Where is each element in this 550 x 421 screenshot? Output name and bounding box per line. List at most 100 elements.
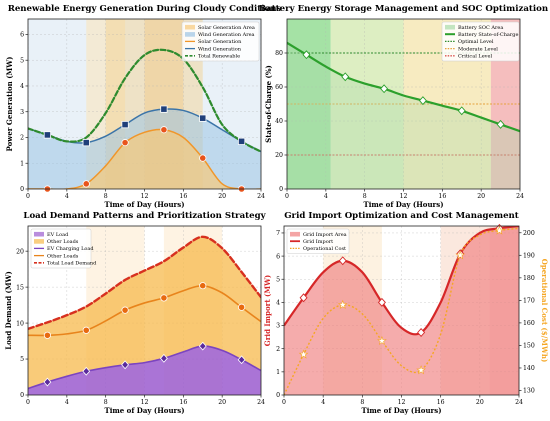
legend-item: EV Load [34,232,69,238]
x-tick-label: 16 [437,399,445,406]
y-tick-label: 2 [276,346,280,353]
x-tick-label: 24 [257,193,265,200]
x-tick-label: 0 [282,399,286,406]
x-axis-label: Time of Day (Hours) [361,406,441,415]
legend-label: Critical Level [458,54,492,60]
other-marker [237,303,246,311]
wind-marker [121,121,129,129]
cost-marker [416,365,426,375]
ev-markers [43,341,246,387]
background-band [330,19,404,189]
cost-marker [298,349,309,359]
solar-area [28,129,261,189]
x-tick-label: 0 [26,193,30,200]
y-tick-label: 15 [16,284,24,291]
y-right-tick-label: 180 [523,275,535,282]
legend-label: Other Loads [47,253,79,259]
x-tick-label: 4 [65,399,69,406]
y-tick-label: 5 [20,356,24,363]
grid-import-markers [299,223,504,337]
y-tick-label: 5 [276,276,280,283]
grid-import-marker [338,256,347,266]
legend-item: Critical Level [445,54,492,60]
x-tick-label: 8 [363,193,367,200]
x-tick-label: 20 [218,193,226,200]
grid-import-line [284,226,519,336]
x-axis-label: Time of Day (Hours) [104,406,184,415]
legend-label: Total Renewable [198,54,240,60]
x-tick-label: 20 [477,193,485,200]
legend-item: Battery SOC Area [445,25,503,31]
legend-item: Solar Generation [185,39,242,45]
solar-line [28,128,261,189]
y-axis-label: Grid Import (MW) [263,275,272,347]
y-tick-label: 5 [20,57,24,64]
legend-item: Wind Generation Area [185,32,255,38]
y-tick-label: 4 [276,300,280,307]
soc-marker [302,50,311,60]
ev-marker [121,360,130,370]
legend-label: Battery State-of-Charge [458,32,519,38]
ev-marker [82,366,91,376]
legend-item: Other Loads [34,239,79,245]
legend-item: Grid Import Area [290,232,347,238]
y-tick-label: 1 [276,369,280,376]
y-tick-label: 80 [275,50,283,57]
x-tick-label: 12 [398,399,406,406]
x-tick-label: 0 [285,193,289,200]
legend-label: Grid Import [303,239,333,245]
grid-import-marker [417,328,426,337]
soc-marker [341,72,350,82]
ev-marker [237,355,246,365]
soc-marker [496,119,505,129]
solar-marker [160,126,168,134]
grid-import-marker [299,293,308,303]
legend-label: Moderate Level [458,46,498,52]
legend-label: Other Loads [47,239,79,245]
grid-import-area [284,226,519,395]
x-tick-label: 24 [515,399,523,406]
wind-markers [43,105,246,147]
total-line [28,48,261,153]
cost-marker [455,250,466,260]
chart-panel-2: 0 4 8 12 16 20 24 0 20 40 60 80 Battery Energy Stora… [259,4,549,209]
other-loads-line [28,284,261,337]
y-tick-label: 60 [275,84,283,91]
y-tick-label: 1 [20,160,24,167]
x-tick-label: 4 [324,193,328,200]
legend-label: Grid Import Area [303,232,347,238]
other-marker [121,306,129,314]
y-right-tick-label: 140 [523,365,535,372]
y-tick-label: 3 [276,323,280,330]
legend-item: Operational Cost [290,246,346,252]
legend-item: Grid Import [290,239,333,245]
y-right-tick-label: 160 [523,320,535,327]
operational-cost-line [284,227,519,395]
x-tick-label: 16 [179,399,187,406]
legend-item: Moderate Level [445,46,498,52]
y-right-axis-label: Operational Cost ($/MWh) [540,259,549,363]
other-marker [43,331,52,339]
soc-markers [302,50,505,129]
grid-import-marker [377,297,386,307]
y-right-tick-label: 130 [523,388,535,395]
y-tick-label: 0 [279,186,283,193]
legend-label: Solar Generation [198,39,242,45]
ev-load-area [28,346,261,395]
legend-item: EV Charging Load [34,246,94,252]
legend-item: Wind Generation [185,46,242,52]
chart-title: Battery Energy Storage Management and SO… [259,4,549,14]
x-tick-label: 8 [104,193,108,200]
x-tick-label: 4 [321,399,325,406]
other-marker [82,326,90,334]
legend-item: Optimal Level [445,39,494,45]
x-tick-label: 4 [65,193,69,200]
legend-label: Total Load Demand [47,261,97,267]
solar-marker [121,139,129,147]
x-tick-label: 8 [104,399,108,406]
y-right-tick-label: 150 [523,343,535,350]
other-loads-area [28,236,261,389]
y-axis-label: State-of-Charge (%) [264,65,273,143]
